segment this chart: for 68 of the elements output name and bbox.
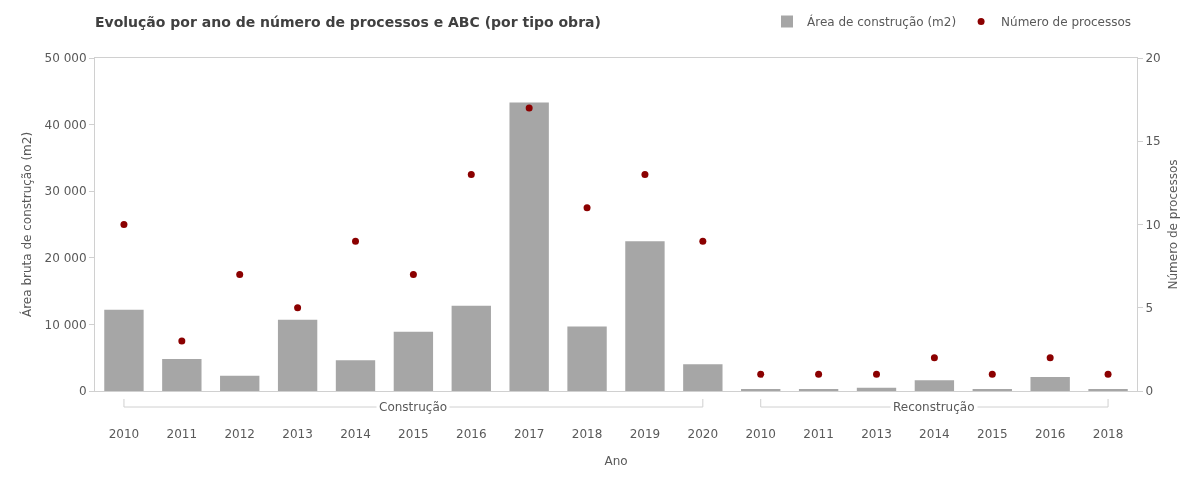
x-tick-label: 2013 xyxy=(282,427,313,442)
text: Construção xyxy=(379,400,448,414)
point xyxy=(467,171,475,179)
bar xyxy=(220,375,260,391)
bar xyxy=(1030,377,1070,391)
point xyxy=(930,354,938,362)
y-tick-label: 40 000 xyxy=(44,117,87,132)
point xyxy=(641,171,649,179)
x-tick-label: 2018 xyxy=(571,427,603,442)
bar xyxy=(104,309,144,391)
point xyxy=(873,370,880,378)
x-tick-label: 2015 xyxy=(398,427,429,442)
y2-tick-label: 5 xyxy=(1145,300,1154,315)
bar xyxy=(393,331,434,391)
bar xyxy=(567,326,607,391)
bar xyxy=(277,319,318,391)
point xyxy=(699,237,707,245)
x-tick-label: 2011 xyxy=(166,427,198,442)
point xyxy=(1046,354,1054,362)
x-tick-label: 2010 xyxy=(108,427,140,442)
point xyxy=(525,104,533,112)
x-tick-label: 2012 xyxy=(224,427,255,442)
point xyxy=(352,237,359,245)
bar xyxy=(509,102,549,391)
point xyxy=(236,270,244,278)
point xyxy=(1104,370,1112,378)
point xyxy=(178,337,186,345)
y2-tick-label: 20 xyxy=(1145,51,1161,66)
legend-label: Número de processos xyxy=(1001,15,1132,30)
bar xyxy=(914,380,955,391)
x-axis-title: Ano xyxy=(604,454,628,469)
y2-tick-label: 15 xyxy=(1145,134,1161,149)
x-tick-label: 2020 xyxy=(687,427,719,442)
y-tick-label: 20 000 xyxy=(44,251,87,265)
x-tick-label: 2016 xyxy=(456,427,487,442)
x-tick-label: 2018 xyxy=(1092,427,1124,442)
x-tick-label: 2010 xyxy=(745,427,776,442)
point xyxy=(815,370,823,378)
legend-label: Área de construção (m2) xyxy=(807,14,957,30)
y-tick-label: 10 000 xyxy=(44,317,87,332)
y-tick-label: 50 000 xyxy=(44,51,87,66)
bar xyxy=(683,364,723,391)
x-tick-label: 2011 xyxy=(803,427,834,442)
y2-tick-label: 0 xyxy=(1145,384,1154,399)
x-tick-label: 2019 xyxy=(629,427,661,442)
y2-axis-title: Número de processos xyxy=(1165,159,1180,290)
x-tick-label: 2013 xyxy=(861,427,892,442)
x-tick-label: 2016 xyxy=(1034,427,1066,442)
y2-tick-label: 10 xyxy=(1145,217,1161,232)
x-tick-label: 2015 xyxy=(977,427,1008,442)
point xyxy=(294,304,302,312)
point xyxy=(757,370,765,378)
y-axis-title: Área bruta de construção (m2) xyxy=(18,131,34,318)
y-tick-label: 30 000 xyxy=(44,184,87,199)
bar xyxy=(162,359,202,391)
point xyxy=(409,270,417,278)
bar xyxy=(625,241,665,391)
x-tick-label: 2017 xyxy=(513,427,545,442)
x-tick-label: 2014 xyxy=(919,427,950,442)
x-tick-label: 2014 xyxy=(340,427,371,442)
chart-title: Evolução por ano de número de processos e ABC (por tipo obra) xyxy=(95,13,601,30)
point xyxy=(583,204,591,212)
point xyxy=(988,370,996,378)
text: Reconstrução xyxy=(893,400,975,414)
bar xyxy=(451,305,491,391)
y-tick-label: 0 xyxy=(78,384,87,399)
bar xyxy=(335,360,376,391)
point xyxy=(120,221,128,228)
